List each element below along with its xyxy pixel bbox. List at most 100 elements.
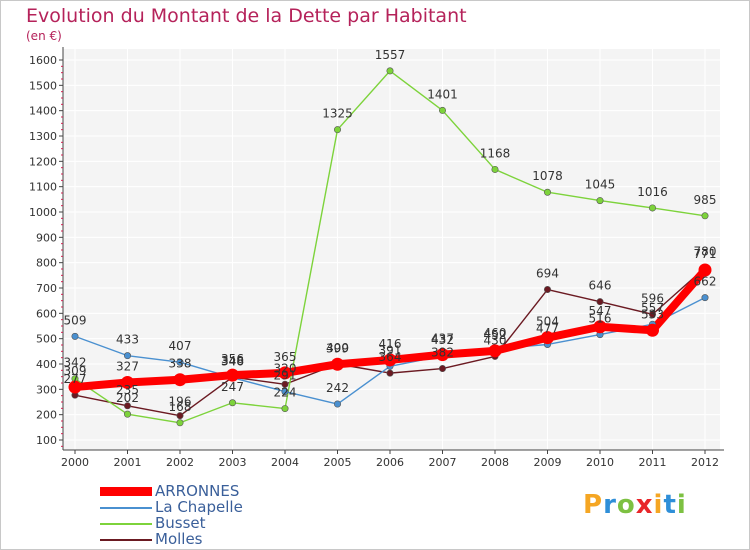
data-point-molles: [596, 298, 604, 306]
data-point-arronnes: [278, 366, 292, 380]
data-point-arronnes: [593, 320, 607, 334]
legend-swatch-la-chapelle: [100, 507, 152, 509]
data-label: 771: [694, 247, 717, 261]
data-label: 662: [694, 275, 717, 289]
y-tick-label: 600: [36, 307, 57, 320]
data-label: 277: [64, 372, 87, 386]
chart-legend: ARRONNES La Chapelle Busset Molles: [100, 482, 300, 548]
data-label: 356: [221, 352, 244, 366]
logo-letter: i: [676, 490, 687, 520]
data-point-arronnes: [698, 263, 712, 277]
data-label: 247: [221, 380, 244, 394]
data-label: 557: [641, 301, 664, 315]
data-point-busset: [701, 212, 709, 220]
x-tick-label: 2004: [271, 456, 299, 469]
data-point-molles: [124, 402, 132, 410]
x-tick-label: 2010: [586, 456, 614, 469]
y-tick-label: 1000: [29, 206, 57, 219]
data-point-arronnes: [436, 348, 449, 362]
y-tick-label: 1500: [29, 79, 57, 92]
data-label: 382: [431, 346, 454, 360]
data-label: 338: [169, 357, 192, 371]
data-point-busset: [648, 204, 656, 212]
data-label: 1168: [480, 146, 511, 160]
data-label: 533: [641, 307, 664, 321]
data-point-busset: [176, 419, 184, 427]
data-point-arronnes: [383, 353, 397, 367]
data-label: 985: [694, 193, 717, 207]
data-label: 547: [589, 304, 612, 318]
data-label: 399: [326, 341, 349, 355]
data-label: 646: [589, 279, 612, 293]
legend-swatch-busset: [100, 523, 152, 525]
data-point-la-chapelle: [701, 294, 709, 302]
data-point-la-chapelle: [124, 352, 132, 360]
proxiti-logo: Proxiti: [583, 490, 687, 520]
x-tick-label: 2005: [324, 456, 352, 469]
data-label: 242: [326, 381, 349, 395]
y-tick-label: 1400: [29, 105, 57, 118]
data-label: 432: [431, 333, 454, 347]
data-label: 348: [221, 354, 244, 368]
data-label: 327: [116, 359, 139, 373]
data-label: 291: [274, 369, 297, 383]
y-tick-label: 500: [36, 333, 57, 346]
data-label: 694: [536, 267, 559, 281]
data-point-molles: [438, 365, 446, 373]
data-point-molles: [281, 380, 289, 388]
data-label: 596: [641, 291, 664, 305]
y-tick-label: 1200: [29, 155, 57, 168]
logo-letter: r: [603, 490, 617, 520]
data-label: 1401: [427, 87, 458, 101]
data-point-la-chapelle: [333, 400, 341, 408]
data-label: 407: [169, 339, 192, 353]
data-point-busset: [124, 410, 132, 418]
data-point-arronnes: [68, 380, 82, 394]
legend-swatch-molles: [100, 539, 152, 541]
legend-item-la-chapelle: La Chapelle: [100, 498, 300, 516]
logo-letter: t: [663, 490, 677, 520]
data-label: 235: [116, 383, 139, 397]
data-point-la-chapelle: [281, 388, 289, 396]
data-label: 1078: [532, 169, 563, 183]
y-tick-label: 1600: [29, 54, 57, 67]
y-tick-label: 700: [36, 282, 57, 295]
data-label: 780: [694, 245, 717, 259]
x-tick-label: 2009: [534, 456, 562, 469]
data-label: 224: [274, 386, 297, 400]
data-label: 477: [536, 321, 559, 335]
data-point-busset: [229, 399, 237, 407]
data-point-busset: [438, 106, 446, 114]
data-point-molles: [543, 286, 551, 294]
data-label: 1325: [322, 107, 353, 121]
y-tick-label: 200: [36, 409, 57, 422]
logo-letter: x: [635, 490, 654, 520]
data-label: 196: [169, 395, 192, 409]
y-tick-label: 400: [36, 358, 57, 371]
x-tick-label: 2002: [166, 456, 194, 469]
data-label: 400: [326, 341, 349, 355]
legend-item-busset: Busset: [100, 514, 300, 532]
data-point-arronnes: [331, 357, 344, 371]
chart-title: Evolution du Montant de la Dette par Hab…: [26, 5, 467, 27]
y-tick-label: 300: [36, 383, 57, 396]
data-label: 416: [379, 337, 402, 351]
data-label: 346: [221, 355, 244, 369]
data-point-la-chapelle: [71, 332, 79, 340]
x-tick-label: 2008: [481, 456, 509, 469]
x-tick-label: 2001: [114, 456, 142, 469]
data-point-busset: [491, 165, 499, 173]
data-point-busset: [386, 67, 394, 75]
x-tick-label: 2006: [376, 456, 404, 469]
y-tick-label: 800: [36, 257, 57, 270]
legend-label-molles: Molles: [155, 530, 203, 548]
data-label: 309: [64, 364, 87, 378]
data-label: 1045: [585, 178, 616, 192]
logo-letter: P: [583, 490, 604, 520]
data-label: 504: [536, 315, 559, 329]
y-tick-label: 1100: [29, 181, 57, 194]
data-point-busset: [333, 126, 341, 134]
y-tick-label: 100: [36, 434, 57, 447]
y-tick-label: 900: [36, 231, 57, 244]
data-label: 342: [64, 356, 87, 370]
